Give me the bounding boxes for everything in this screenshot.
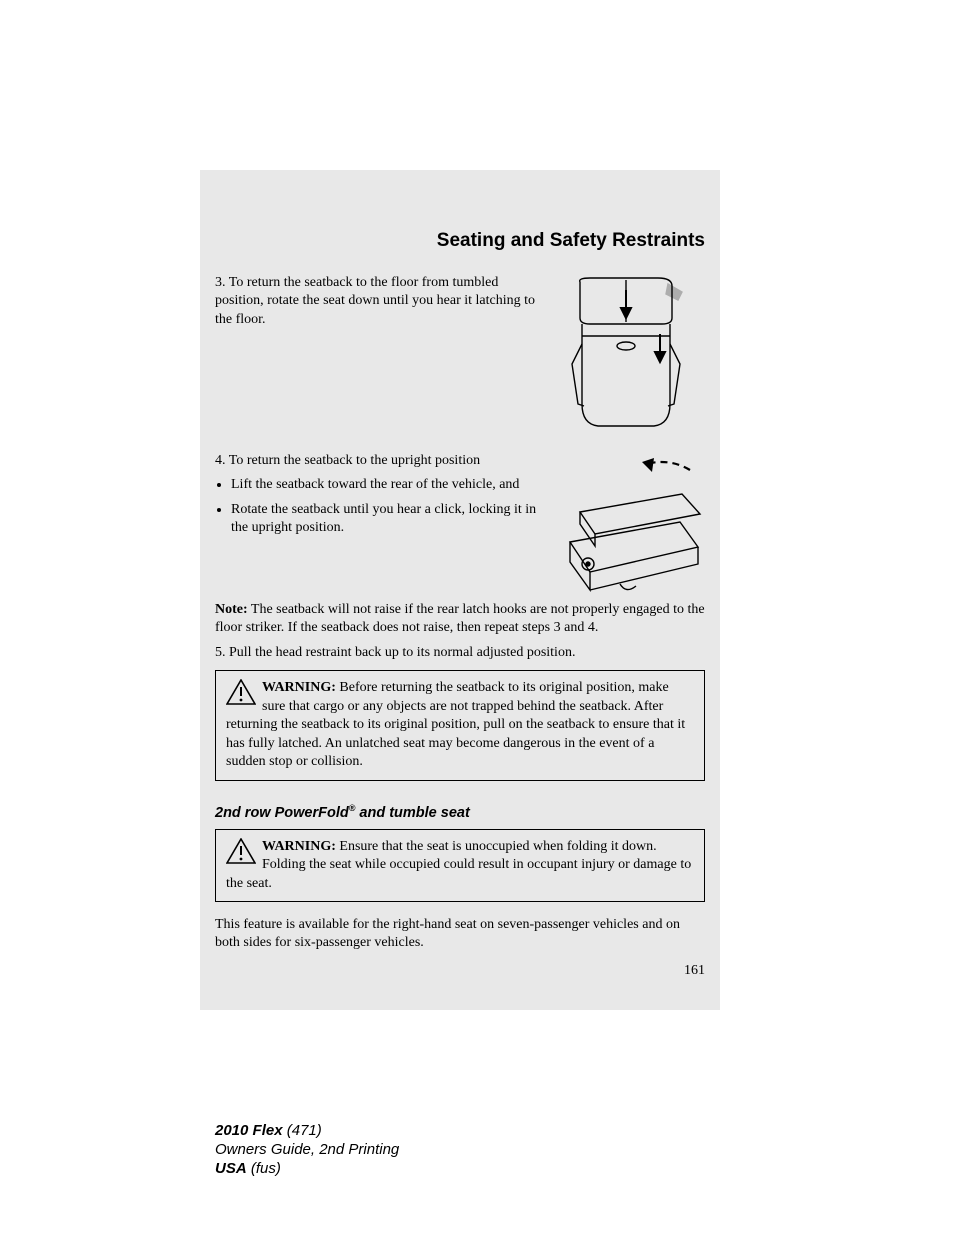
warning-box-2: WARNING: Ensure that the seat is unoccup… — [215, 829, 705, 902]
footer-line-3: USA (fus) — [215, 1160, 399, 1179]
footer: 2010 Flex (471) Owners Guide, 2nd Printi… — [215, 1122, 399, 1178]
step-3-text: 3. To return the seatback to the floor f… — [215, 274, 538, 329]
step-4-bullet-2: Rotate the seatback until you hear a cli… — [231, 501, 538, 538]
step-4-intro: 4. To return the seatback to the upright… — [215, 453, 480, 468]
note-body: The seatback will not raise if the rear … — [215, 602, 705, 635]
subheading-after: and tumble seat — [355, 805, 469, 821]
step-5-text: 5. Pull the head restraint back up to it… — [215, 644, 705, 662]
step-3-block: 3. To return the seatback to the floor f… — [215, 274, 705, 434]
section-title: Seating and Safety Restraints — [215, 230, 705, 252]
step-4-illustration — [550, 452, 705, 597]
footer-line-2: Owners Guide, 2nd Printing — [215, 1141, 399, 1160]
closing-text: This feature is available for the right-… — [215, 916, 705, 953]
warning-box-1: WARNING: Before returning the seatback t… — [215, 670, 705, 780]
footer-model: 2010 Flex — [215, 1122, 283, 1139]
step-4-bullet-1: Lift the seatback toward the rear of the… — [231, 476, 538, 494]
step-4-text: 4. To return the seatback to the upright… — [215, 452, 538, 544]
warning-1-label: WARNING: — [262, 680, 336, 695]
subheading-before: 2nd row PowerFold — [215, 805, 349, 821]
footer-line-1: 2010 Flex (471) — [215, 1122, 399, 1141]
page-content: Seating and Safety Restraints 3. To retu… — [215, 230, 705, 979]
step-4-block: 4. To return the seatback to the upright… — [215, 452, 705, 597]
subheading-powerfold: 2nd row PowerFold® and tumble seat — [215, 803, 705, 821]
page-number: 161 — [215, 963, 705, 979]
note-label: Note: — [215, 602, 248, 617]
note-text: Note: The seatback will not raise if the… — [215, 601, 705, 638]
warning-icon — [226, 838, 256, 864]
warning-2-label: WARNING: — [262, 839, 336, 854]
warning-icon — [226, 679, 256, 705]
footer-fus: (fus) — [247, 1160, 281, 1177]
footer-code: (471) — [283, 1122, 322, 1139]
step-4-bullets: Lift the seatback toward the rear of the… — [231, 476, 538, 537]
footer-country: USA — [215, 1160, 247, 1177]
step-3-illustration — [550, 274, 705, 434]
